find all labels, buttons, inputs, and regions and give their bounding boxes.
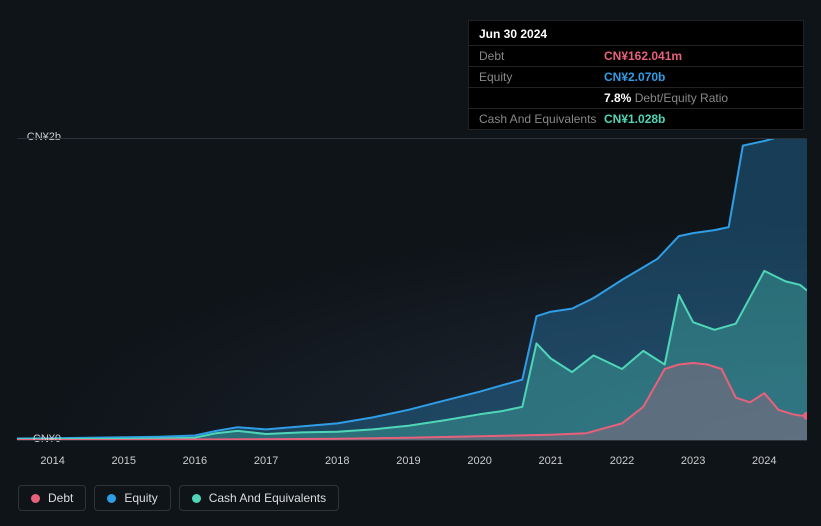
- tooltip-row: 7.8% Debt/Equity Ratio: [469, 87, 803, 108]
- tooltip-row-label: Debt: [479, 48, 604, 64]
- legend-item-cash[interactable]: Cash And Equivalents: [179, 485, 339, 511]
- x-axis-tick-label: 2021: [539, 455, 563, 467]
- legend: Debt Equity Cash And Equivalents: [18, 485, 339, 511]
- tooltip-row-value: CN¥2.070b: [604, 69, 665, 85]
- x-axis-tick-label: 2019: [396, 455, 420, 467]
- equity-legend-dot-icon: [107, 494, 116, 503]
- x-axis-tick-label: 2016: [183, 455, 207, 467]
- legend-item-debt[interactable]: Debt: [18, 485, 86, 511]
- x-axis-tick-label: 2024: [752, 455, 776, 467]
- tooltip-row-label: Equity: [479, 69, 604, 85]
- tooltip-row: DebtCN¥162.041m: [469, 45, 803, 66]
- x-axis-tick-label: 2023: [681, 455, 705, 467]
- tooltip-panel: Jun 30 2024 DebtCN¥162.041mEquityCN¥2.07…: [468, 20, 804, 130]
- legend-item-equity[interactable]: Equity: [94, 485, 170, 511]
- legend-item-label: Equity: [124, 491, 157, 505]
- x-axis-tick-label: 2014: [40, 455, 64, 467]
- gridline: [17, 440, 807, 441]
- y-axis-tick-label: CN¥2b: [21, 131, 61, 143]
- tooltip-row-value-suffix: Debt/Equity Ratio: [635, 91, 728, 105]
- tooltip-row-label: Cash And Equivalents: [479, 111, 604, 127]
- tooltip-row-value: CN¥162.041m: [604, 48, 682, 64]
- chart-svg: [17, 138, 807, 440]
- x-axis-tick-label: 2022: [610, 455, 634, 467]
- legend-item-label: Cash And Equivalents: [209, 491, 326, 505]
- tooltip-row-value: CN¥1.028b: [604, 111, 665, 127]
- legend-item-label: Debt: [48, 491, 73, 505]
- tooltip-row-value: 7.8% Debt/Equity Ratio: [604, 90, 728, 106]
- tooltip-row-label: [479, 90, 604, 106]
- debt-legend-dot-icon: [31, 494, 40, 503]
- chart-area[interactable]: [17, 138, 807, 440]
- gridline: [17, 138, 807, 139]
- tooltip-row: EquityCN¥2.070b: [469, 66, 803, 87]
- tooltip-row: Cash And EquivalentsCN¥1.028b: [469, 108, 803, 129]
- x-axis-tick-label: 2017: [254, 455, 278, 467]
- x-axis-tick-label: 2018: [325, 455, 349, 467]
- tooltip-date: Jun 30 2024: [469, 21, 803, 45]
- tooltip-row-value-prefix: 7.8%: [604, 91, 635, 105]
- x-axis-tick-label: 2020: [467, 455, 491, 467]
- y-axis-tick-label: CN¥0: [21, 433, 61, 445]
- cash-legend-dot-icon: [192, 494, 201, 503]
- x-axis-tick-label: 2015: [112, 455, 136, 467]
